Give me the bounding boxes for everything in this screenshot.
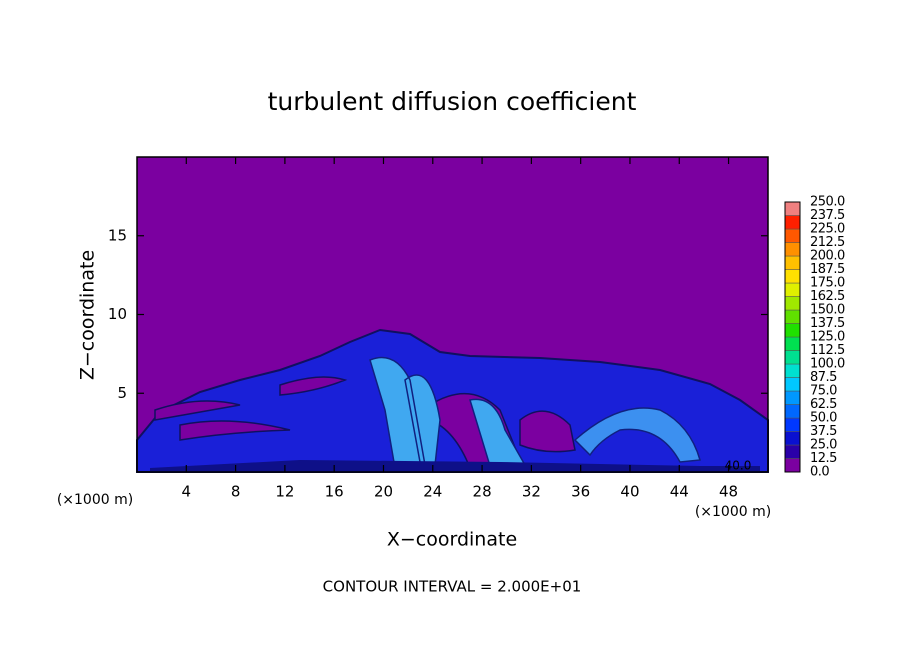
colorbar-swatch <box>784 228 801 243</box>
colorbar-label: 50.0 <box>810 411 837 426</box>
y-tick-label: 10 <box>108 305 127 323</box>
colorbar-swatch <box>784 390 801 405</box>
colorbar-label: 150.0 <box>810 303 845 318</box>
colorbar-label: 200.0 <box>810 249 845 264</box>
x-axis-label: X−coordinate <box>387 529 517 551</box>
colorbar-label: 237.5 <box>810 208 845 223</box>
colorbar-swatch <box>784 255 801 270</box>
x-tick-label: 20 <box>374 483 393 501</box>
colorbar-label: 112.5 <box>810 343 845 358</box>
colorbar-swatch <box>784 282 801 297</box>
x-tick-label: 12 <box>275 483 294 501</box>
contour-label: 40.0 <box>725 459 752 473</box>
x-tick-label: 40 <box>620 483 639 501</box>
colorbar-label: 212.5 <box>810 235 845 250</box>
colorbar-swatch <box>784 201 801 216</box>
colorbar-label: 75.0 <box>810 384 837 399</box>
y-axis-label: Z−coordinate <box>77 250 99 380</box>
colorbar-swatch <box>784 444 801 459</box>
colorbar-label: 62.5 <box>810 397 837 412</box>
colorbar-swatch <box>784 215 801 230</box>
colorbar-label: 137.5 <box>810 316 845 331</box>
colorbar-swatch <box>784 309 801 324</box>
x-unit-label: (×1000 m) <box>695 504 771 520</box>
colorbar-frame <box>784 201 801 473</box>
colorbar-swatch <box>784 431 801 446</box>
colorbar-swatch <box>784 269 801 284</box>
field-region <box>573 407 701 463</box>
colorbar-swatch <box>784 377 801 392</box>
footer-note: CONTOUR INTERVAL = 2.000E+01 <box>323 578 582 596</box>
x-tick-label: 28 <box>473 483 492 501</box>
x-tick-label: 32 <box>522 483 541 501</box>
x-tick-label: 16 <box>325 483 344 501</box>
x-tick-label: 36 <box>571 483 590 501</box>
colorbar-swatch <box>784 363 801 378</box>
x-tick-label: 48 <box>719 483 738 501</box>
colorbar-label: 250.0 <box>810 195 845 210</box>
x-tick-label: 4 <box>182 483 192 501</box>
x-tick-label: 8 <box>231 483 241 501</box>
chart-title: turbulent diffusion coefficient <box>268 87 637 116</box>
colorbar-label: 225.0 <box>810 222 845 237</box>
contour-field <box>136 156 769 473</box>
x-tick-label: 24 <box>423 483 442 501</box>
colorbar-swatch <box>784 323 801 338</box>
field-region <box>154 376 348 441</box>
colorbar-swatch <box>784 296 801 311</box>
colorbar-label: 175.0 <box>810 276 845 291</box>
colorbar-label: 162.5 <box>810 289 845 304</box>
x-tick-label: 44 <box>670 483 689 501</box>
colorbar-label: 100.0 <box>810 357 845 372</box>
colorbar-label: 12.5 <box>810 451 837 466</box>
y-tick-label: 5 <box>117 384 127 402</box>
colorbar-swatch <box>784 242 801 257</box>
colorbar-label: 25.0 <box>810 438 837 453</box>
colorbar-label: 187.5 <box>810 262 845 277</box>
colorbar-label: 0.0 <box>810 465 829 480</box>
colorbar-swatch <box>784 417 801 432</box>
colorbar-label: 125.0 <box>810 330 845 345</box>
colorbar-swatch <box>784 350 801 365</box>
colorbar-swatch <box>784 336 801 351</box>
y-tick-label: 15 <box>108 226 127 244</box>
y-unit-label: (×1000 m) <box>57 492 133 508</box>
colorbar-label: 87.5 <box>810 370 837 385</box>
field-region <box>150 460 760 472</box>
colorbar-swatch <box>784 458 801 473</box>
colorbar-swatch <box>784 404 801 419</box>
colorbar-label: 37.5 <box>810 424 837 439</box>
